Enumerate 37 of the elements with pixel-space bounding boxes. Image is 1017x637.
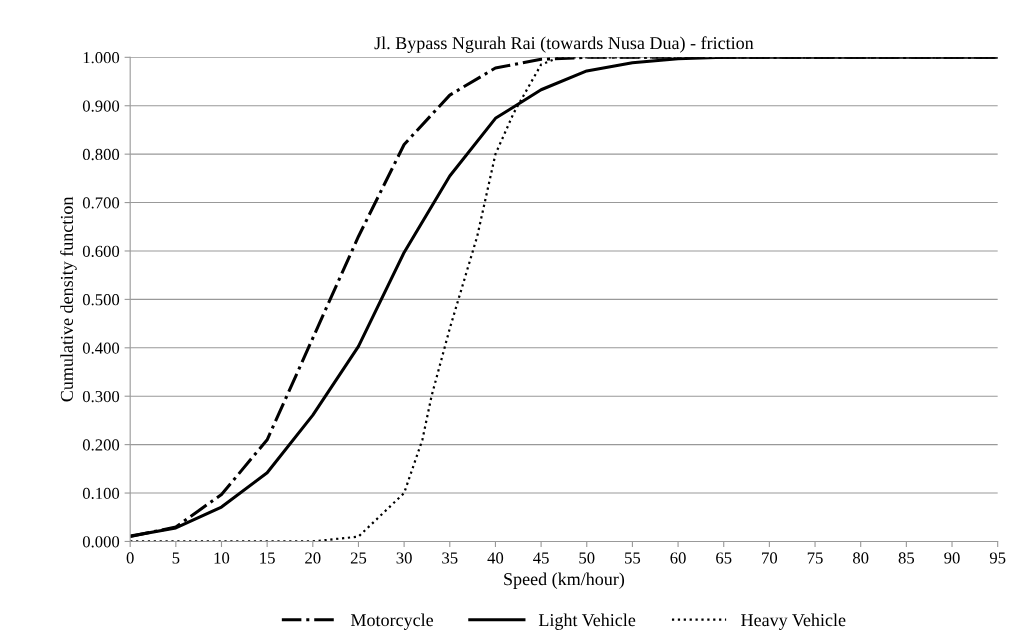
x-tick-label: 60 xyxy=(670,552,686,564)
y-axis-title: Cumulative density function xyxy=(60,196,77,402)
y-tick-label: 0.400 xyxy=(82,342,120,354)
legend-label: Motorcycle xyxy=(350,613,434,630)
legend-label: Heavy Vehicle xyxy=(741,613,846,630)
legend-label: Light Vehicle xyxy=(538,613,636,630)
y-tick-label: 0.800 xyxy=(82,148,120,161)
x-tick-label: 50 xyxy=(579,552,595,564)
y-tick-label: 0.000 xyxy=(82,536,120,548)
x-tick-label: 15 xyxy=(260,552,275,564)
y-tick-label: 0.100 xyxy=(82,487,120,500)
x-axis-title: Speed (km/hour) xyxy=(504,572,625,589)
x-tick-label: 55 xyxy=(625,552,641,564)
chart-title: Jl. Bypass Ngurah Rai (towards Nusa Dua) - friction xyxy=(374,36,754,53)
y-tick-label: 0.500 xyxy=(82,294,120,306)
x-tick-label: 70 xyxy=(762,552,778,564)
x-tick-label: 35 xyxy=(442,552,458,564)
x-tick-label: 75 xyxy=(807,552,823,564)
x-tick-label: 95 xyxy=(989,552,1006,564)
x-tick-label: 85 xyxy=(898,552,915,564)
x-tick-label: 10 xyxy=(214,552,230,564)
x-tick-label: 30 xyxy=(396,552,412,564)
x-tick-label: 90 xyxy=(944,552,960,564)
x-tick-label: 65 xyxy=(716,552,732,564)
x-tick-label: 40 xyxy=(487,552,504,564)
y-tick-label: 0.700 xyxy=(82,197,120,209)
y-tick-label: 1.000 xyxy=(83,52,120,64)
x-tick-label: 45 xyxy=(533,552,549,564)
y-tick-label: 0.200 xyxy=(82,439,120,451)
x-tick-label: 0 xyxy=(126,552,134,564)
x-tick-label: 20 xyxy=(305,552,321,564)
y-tick-label: 0.300 xyxy=(82,390,120,403)
x-tick-label: 5 xyxy=(172,552,180,564)
x-tick-label: 25 xyxy=(350,552,367,564)
y-tick-label: 0.600 xyxy=(82,245,120,257)
x-tick-label: 80 xyxy=(853,552,869,564)
y-tick-label: 0.900 xyxy=(82,100,120,112)
